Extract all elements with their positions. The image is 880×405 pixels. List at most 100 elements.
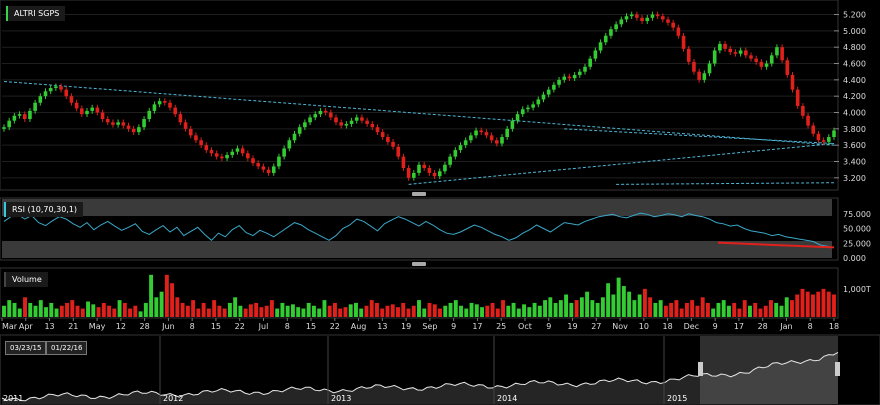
candle-body (484, 132, 489, 136)
rsi-overbought-band (2, 199, 832, 216)
candle-body (287, 140, 292, 149)
price-tick-label: 5.000 (843, 27, 866, 36)
volume-bar (343, 307, 348, 317)
candle-body (261, 166, 266, 170)
candle-body (303, 122, 307, 128)
navigator-year-label: 2015 (667, 394, 687, 403)
x-tick-label: 18 (829, 322, 839, 331)
candle-body (194, 135, 198, 141)
rsi-tick-label: 75.000 (843, 210, 871, 219)
volume-bar (380, 308, 385, 317)
volume-bar (107, 305, 112, 317)
volume-bar (28, 302, 33, 317)
candle-body (334, 117, 338, 123)
volume-bars (2, 274, 836, 317)
volume-bar (254, 302, 259, 317)
candle-body (520, 109, 525, 115)
navigator-year-label: 2012 (163, 394, 183, 403)
volume-bar (800, 288, 805, 317)
price-panel-resize-grip[interactable] (412, 192, 426, 196)
price-tick-label: 3.400 (843, 158, 866, 167)
x-tick-label: 22 (235, 322, 245, 331)
candle-body (178, 114, 183, 123)
rsi-tick-label: 50.000 (843, 225, 871, 234)
candle-body (59, 86, 63, 90)
volume-bar (627, 291, 632, 317)
x-tick-label: 15 (306, 322, 316, 331)
volume-bar (44, 307, 48, 317)
candle-body (69, 96, 74, 103)
volume-bar (206, 308, 211, 317)
price-tick-label: 4.200 (843, 92, 866, 101)
volume-bar (149, 274, 154, 317)
volume-bar (732, 302, 737, 317)
candle-body (401, 156, 406, 169)
candle-body (85, 110, 89, 115)
candle-body (567, 76, 572, 79)
volume-bar (354, 302, 358, 317)
navigator-selected-range[interactable] (700, 336, 838, 404)
candle-body (365, 120, 369, 124)
candle-body (33, 102, 37, 111)
candle-body (349, 120, 354, 124)
volume-bar (417, 300, 421, 317)
range-end-date[interactable]: 01/22/16 (46, 341, 88, 355)
volume-bar (375, 302, 379, 317)
volume-bar (128, 308, 133, 317)
candle-body (116, 122, 120, 125)
candle-body (562, 76, 567, 80)
price-candles (2, 11, 836, 181)
candle-body (526, 107, 530, 110)
volume-bar (621, 286, 626, 317)
candle-body (676, 27, 681, 36)
x-tick-label: 18 (663, 322, 673, 331)
x-tick-label: Dec (684, 322, 699, 331)
volume-bar (558, 300, 563, 317)
volume-bar (259, 307, 264, 317)
x-tick-label: Jul (258, 322, 269, 331)
navigator-right-handle[interactable] (835, 362, 840, 376)
price-trendlines (3, 80, 835, 185)
candle-body (282, 148, 286, 157)
volume-bar (117, 300, 122, 317)
price-panel[interactable] (0, 0, 839, 191)
candle-body (48, 88, 53, 92)
candle-body (448, 156, 452, 165)
volume-bar (301, 308, 306, 317)
candle-body (386, 137, 390, 142)
candle-body (635, 14, 639, 18)
volume-bar (795, 294, 800, 317)
candle-body (474, 130, 478, 136)
rsi-y-axis: 75.000 50.000 25.000 0.000 (843, 210, 871, 263)
volume-bar (648, 297, 653, 317)
candle-body (28, 110, 32, 120)
volume-bar (164, 274, 169, 317)
volume-bar (480, 307, 484, 317)
candle-body (718, 43, 722, 51)
navigator-left-handle[interactable] (698, 362, 703, 376)
x-tick-label: 15 (211, 322, 221, 331)
candle-body (354, 117, 359, 121)
volume-bar (23, 297, 27, 317)
candle-body (126, 125, 131, 129)
volume-bar (427, 302, 432, 317)
x-tick-label: Apr (19, 322, 34, 331)
x-tick-label: Jan (779, 322, 792, 331)
volume-bar (348, 304, 353, 317)
candle-body (645, 17, 650, 22)
x-tick-label: Aug (351, 322, 367, 331)
volume-bar (243, 308, 248, 317)
candle-body (453, 150, 458, 157)
candle-body (531, 104, 535, 108)
candle-body (313, 114, 318, 118)
candle-body (246, 153, 250, 159)
candle-body (495, 140, 499, 144)
volume-bar (396, 307, 400, 317)
x-tick-label: 19 (401, 322, 411, 331)
range-start-date[interactable]: 03/23/15 (5, 341, 47, 355)
volume-bar (716, 302, 721, 317)
candle-body (2, 127, 6, 129)
volume-bar (285, 305, 290, 317)
rsi-panel-resize-grip[interactable] (412, 262, 426, 266)
candle-body (297, 127, 302, 134)
